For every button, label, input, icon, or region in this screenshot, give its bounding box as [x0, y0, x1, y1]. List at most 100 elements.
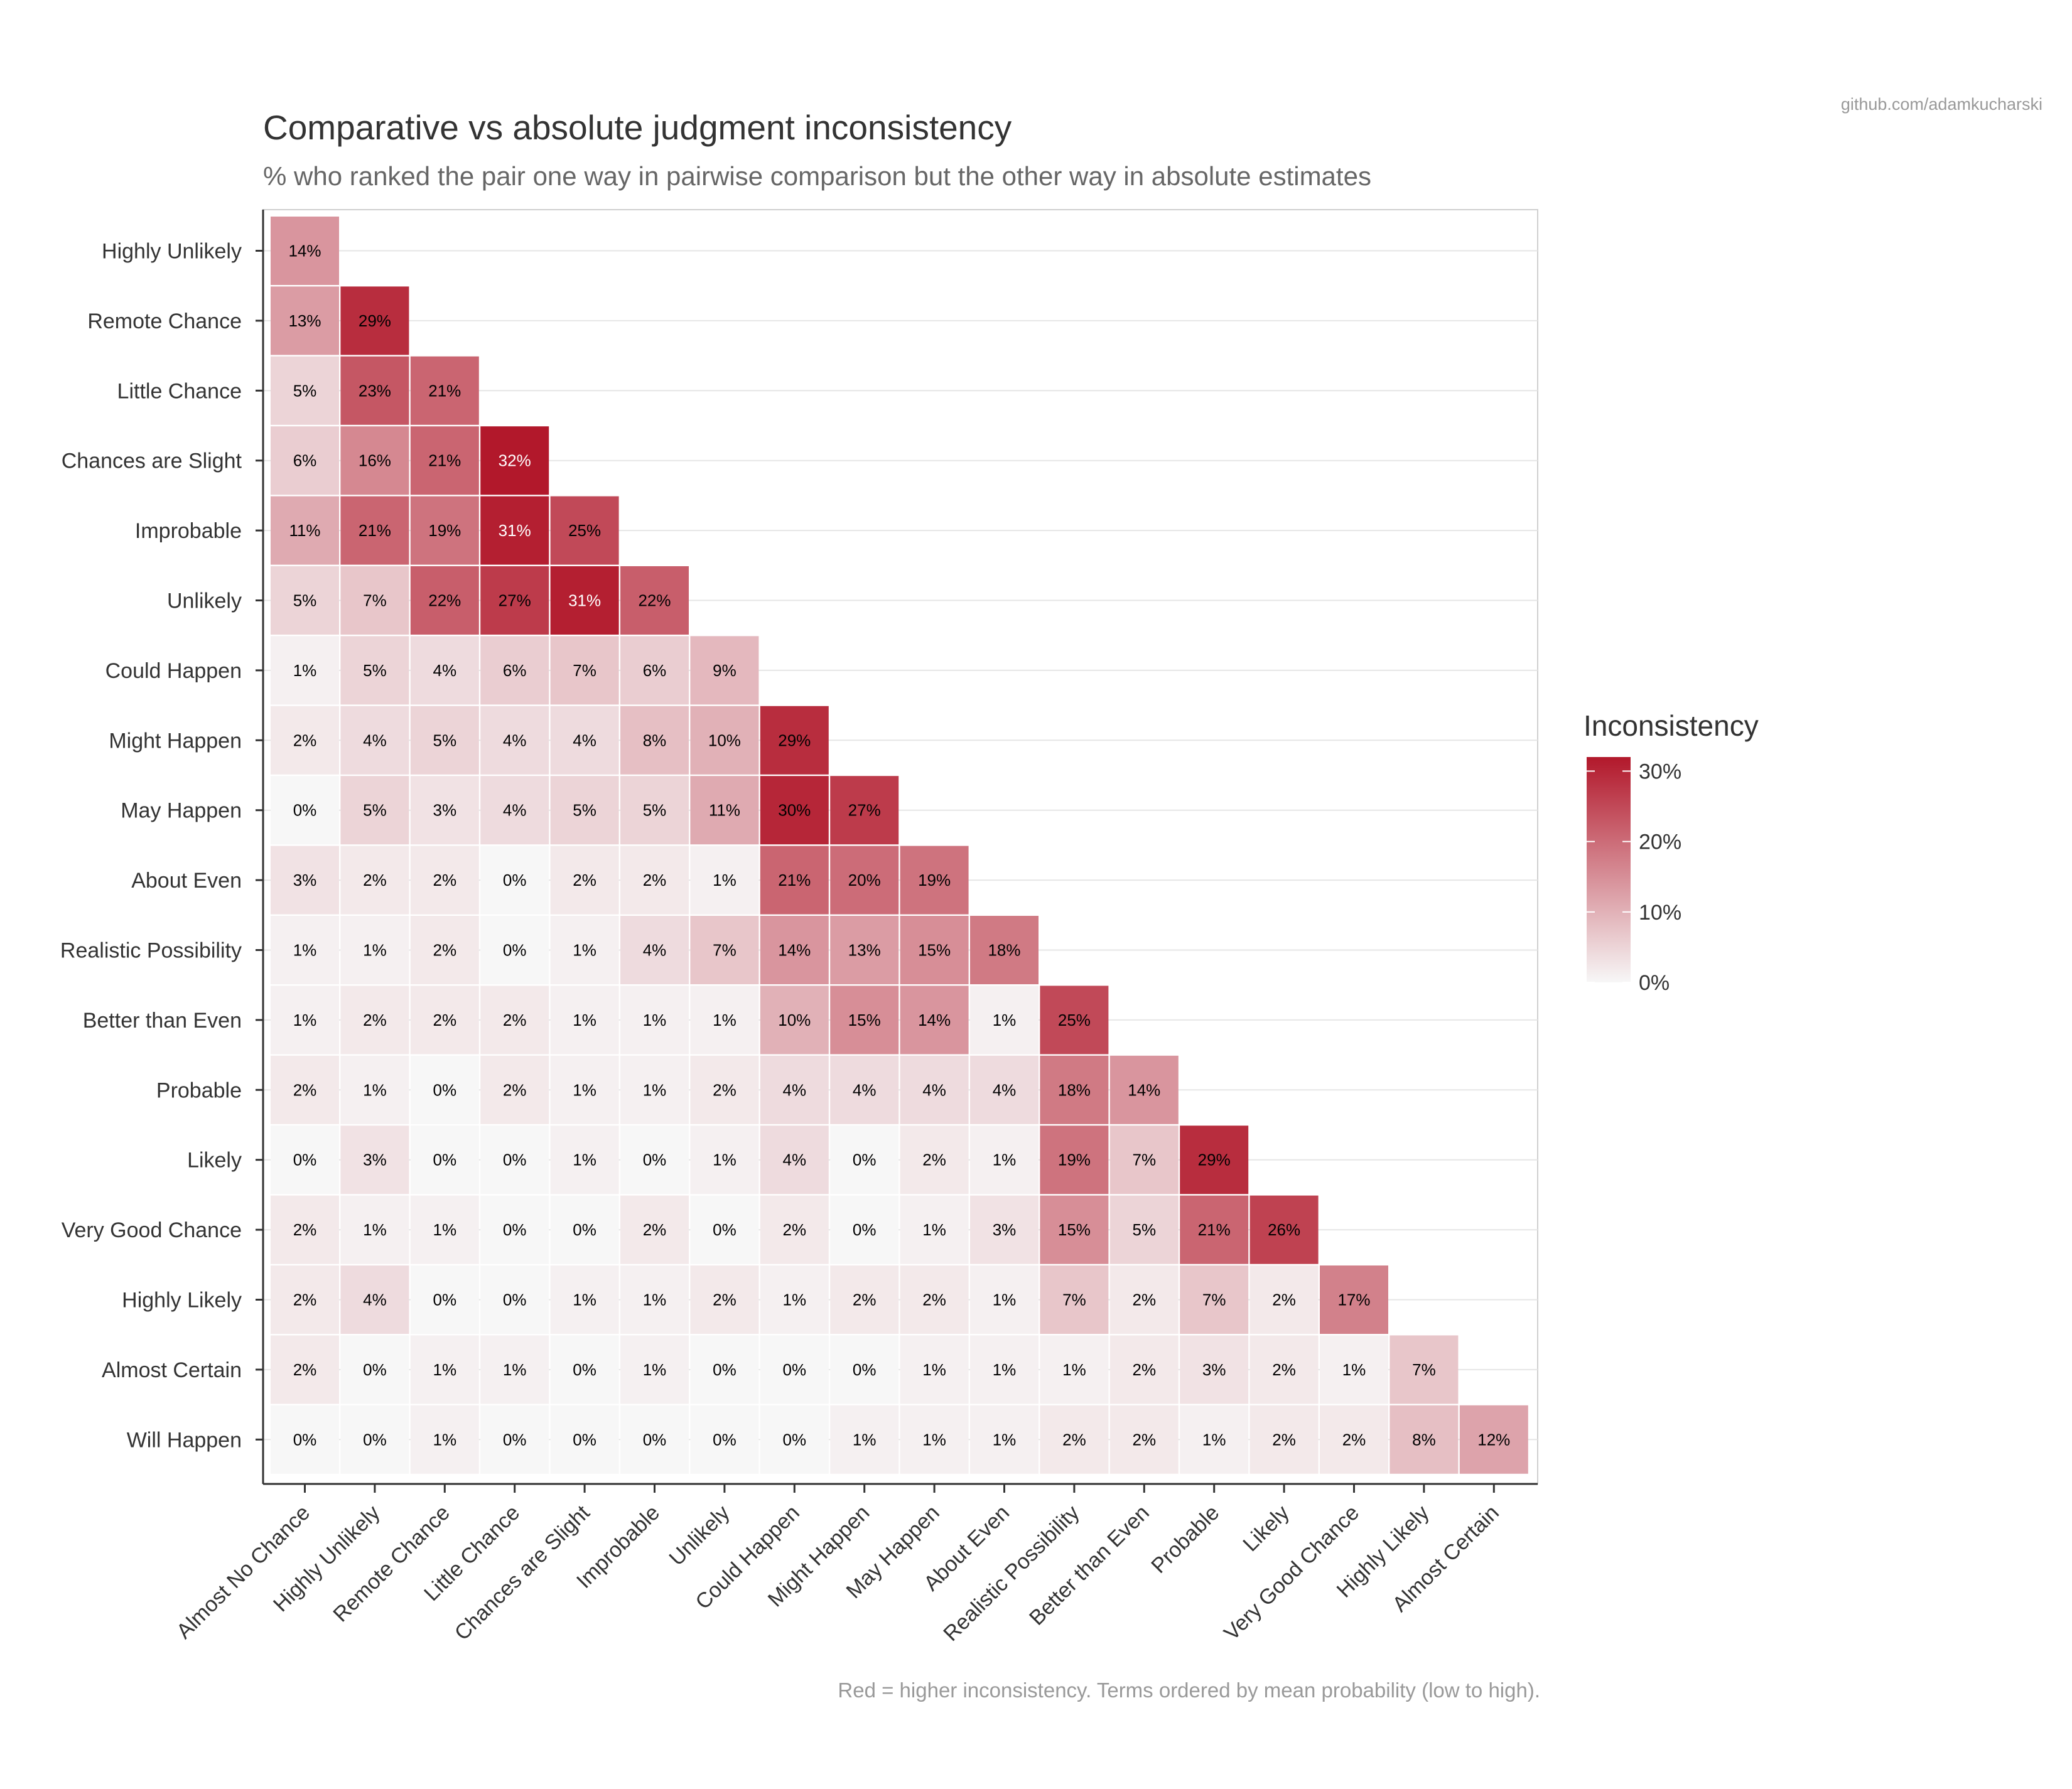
cell-label: 2%	[293, 1080, 317, 1099]
cell-label: 2%	[643, 1220, 667, 1239]
cell-label: 2%	[293, 1220, 317, 1239]
cell-label: 1%	[573, 1011, 596, 1029]
heatmap-cell	[340, 846, 409, 915]
cell-label: 29%	[359, 311, 391, 330]
heatmap-cell	[340, 916, 409, 984]
heatmap-cell	[271, 1195, 339, 1264]
cell-label: 10%	[778, 1011, 811, 1029]
heatmap-cell	[271, 426, 339, 495]
x-tick-label: Better than Even	[1025, 1501, 1154, 1630]
cell-label: 1%	[643, 1011, 667, 1029]
cell-label: 14%	[1128, 1080, 1160, 1099]
heatmap-cell	[1180, 1126, 1249, 1195]
heatmap-cell	[1320, 1335, 1388, 1404]
cell-label: 4%	[363, 1291, 387, 1309]
heatmap-cell	[1180, 1195, 1249, 1264]
cell-label: 18%	[1058, 1080, 1091, 1099]
y-tick-label: Better than Even	[83, 1009, 242, 1033]
y-tick-label: Could Happen	[105, 659, 242, 683]
heatmap-cell	[410, 846, 479, 915]
heatmap-cell	[620, 566, 689, 635]
y-tick-label: Highly Unlikely	[102, 240, 242, 264]
cell-label: 1%	[993, 1430, 1017, 1449]
cell-label: 3%	[363, 1151, 387, 1169]
heatmap-cell	[620, 1195, 689, 1264]
heatmap-cell	[340, 566, 409, 635]
cell-label: 1%	[363, 1220, 387, 1239]
heatmap-cell	[480, 986, 549, 1055]
cell-label: 23%	[359, 381, 391, 400]
heatmap-cell	[1320, 1405, 1388, 1474]
cell-label: 15%	[918, 941, 951, 960]
heatmap-cell	[830, 1195, 899, 1264]
cell-label: 1%	[363, 1080, 387, 1099]
y-tick-label: About Even	[131, 869, 242, 893]
heatmap-cell	[900, 1126, 969, 1195]
heatmap-cell	[760, 1405, 829, 1474]
cell-label: 21%	[778, 871, 811, 889]
cell-label: 31%	[568, 591, 601, 610]
cell-label: 22%	[638, 591, 671, 610]
cell-label: 21%	[428, 381, 461, 400]
heatmap-cell	[1320, 1265, 1388, 1334]
heatmap-cell	[1040, 1405, 1109, 1474]
cell-label: 15%	[1058, 1220, 1091, 1239]
heatmap-cell	[620, 1126, 689, 1195]
heatmap-cell	[410, 566, 479, 635]
heatmap-cell	[550, 636, 619, 705]
cell-label: 0%	[503, 871, 527, 889]
cell-label: 2%	[922, 1151, 946, 1169]
cell-label: 4%	[783, 1151, 807, 1169]
cell-label: 7%	[1062, 1291, 1086, 1309]
heatmap-cell	[340, 706, 409, 775]
heatmap-cell	[900, 1055, 969, 1124]
heatmap-cell	[410, 1195, 479, 1264]
cell-label: 5%	[573, 801, 596, 820]
cell-label: 0%	[853, 1220, 877, 1239]
y-tick-label: Chances are Slight	[62, 449, 242, 473]
heatmap-cell	[1109, 1055, 1179, 1124]
heatmap-cell	[410, 426, 479, 495]
cell-label: 0%	[293, 1430, 317, 1449]
heatmap-cell	[271, 916, 339, 984]
heatmap-cell	[271, 356, 339, 425]
heatmap-cell	[550, 1405, 619, 1474]
heatmap-cell	[760, 776, 829, 845]
cell-label: 21%	[428, 451, 461, 470]
x-tick-label: Chances are Slight	[450, 1500, 595, 1645]
heatmap-cell	[340, 776, 409, 845]
heatmap-cell	[480, 706, 549, 775]
cell-label: 1%	[853, 1430, 877, 1449]
heatmap-cell	[970, 1335, 1039, 1404]
heatmap-cell	[550, 1265, 619, 1334]
heatmap-cell	[970, 1126, 1039, 1195]
cell-label: 19%	[1058, 1151, 1091, 1169]
heatmap-cell	[550, 1195, 619, 1264]
heatmap-cell	[690, 1055, 759, 1124]
heatmap-cell	[830, 846, 899, 915]
chart-caption: Red = higher inconsistency. Terms ordere…	[838, 1679, 1540, 1702]
cell-label: 13%	[848, 941, 881, 960]
heatmap-cell	[1249, 1335, 1319, 1404]
heatmap-cell	[480, 1126, 549, 1195]
cell-label: 12%	[1477, 1430, 1510, 1449]
cell-label: 1%	[573, 1151, 596, 1169]
cell-label: 25%	[1058, 1011, 1091, 1029]
heatmap-cell	[1249, 1405, 1319, 1474]
legend-tick-label: 20%	[1639, 830, 1681, 854]
cell-label: 4%	[993, 1080, 1017, 1099]
heatmap-cell	[620, 1405, 689, 1474]
heatmap-cell	[620, 706, 689, 775]
legend-tick-label: 30%	[1639, 760, 1681, 783]
heatmap-cell	[410, 636, 479, 705]
cell-label: 1%	[993, 1291, 1017, 1309]
heatmap-cell	[340, 426, 409, 495]
cell-label: 0%	[503, 1151, 527, 1169]
heatmap-cell	[830, 1405, 899, 1474]
heatmap-cell	[690, 1195, 759, 1264]
heatmap-cell	[550, 496, 619, 565]
cell-label: 5%	[643, 801, 667, 820]
heatmap-cell	[550, 916, 619, 984]
heatmap-cell	[620, 846, 689, 915]
cell-label: 0%	[363, 1430, 387, 1449]
